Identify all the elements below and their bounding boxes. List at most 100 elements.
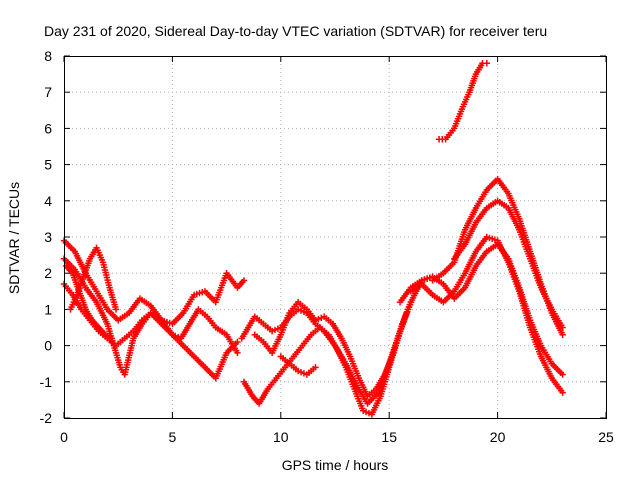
data-point-sample	[359, 405, 366, 412]
data-point-sample	[460, 272, 467, 279]
data-point-sample	[504, 256, 511, 264]
data-point-sample	[199, 362, 207, 369]
data-point-sample	[491, 236, 499, 243]
chart-title: Day 231 of 2020, Sidereal Day-to-day VTE…	[44, 23, 547, 39]
y-tick-label: 7	[44, 84, 52, 100]
data-point-sample	[406, 301, 414, 308]
data-point-sample	[178, 311, 185, 319]
data-point-sample	[98, 256, 106, 264]
data-point-sample	[503, 188, 511, 195]
series-trace-11	[407, 233, 566, 396]
series-trace-3	[60, 280, 241, 382]
data-point-sample	[449, 289, 456, 297]
data-point-sample	[449, 260, 456, 268]
series-trace-14	[435, 60, 490, 143]
data-point-sample	[72, 294, 80, 301]
data-point-sample	[258, 318, 265, 326]
data-point-sample	[81, 303, 89, 311]
data-point-sample	[558, 322, 565, 329]
data-point-sample	[536, 282, 544, 289]
data-point-sample	[332, 343, 340, 351]
data-point-sample	[297, 307, 305, 314]
data-point-sample	[276, 333, 283, 341]
series-trace-1	[60, 237, 248, 328]
data-point-sample	[536, 350, 544, 358]
data-point-sample	[67, 268, 75, 275]
data-point-sample	[460, 243, 467, 250]
data-point-sample	[526, 253, 533, 260]
data-point-sample	[482, 235, 489, 243]
y-tick-label: 8	[44, 48, 52, 64]
series-trace-5	[67, 244, 120, 313]
data-point-sample	[458, 105, 466, 113]
data-point-sample	[345, 350, 353, 358]
data-point-sample	[536, 340, 544, 347]
y-tick-label: 1	[44, 301, 52, 317]
x-tick-label: 25	[598, 429, 614, 445]
data-point-sample	[482, 206, 489, 214]
data-points	[60, 60, 566, 418]
data-point-sample	[515, 285, 522, 293]
grid	[64, 56, 606, 418]
data-point-sample	[370, 387, 378, 395]
data-point-sample	[514, 224, 522, 231]
data-point-sample	[112, 303, 119, 311]
data-point-sample	[210, 322, 218, 329]
data-point-sample	[471, 264, 479, 272]
y-tick-label: 3	[44, 229, 52, 245]
data-point-sample	[471, 207, 479, 214]
data-point-sample	[439, 136, 446, 143]
data-point-sample	[69, 246, 77, 253]
data-point-sample	[310, 314, 317, 322]
data-point-sample	[221, 330, 228, 337]
data-point-sample	[166, 319, 173, 327]
data-point-sample	[189, 351, 196, 358]
data-point-sample	[547, 358, 554, 365]
data-point-sample	[232, 340, 239, 347]
data-point-sample	[167, 329, 174, 337]
data-point-sample	[248, 391, 255, 398]
data-point-sample	[526, 321, 533, 329]
series-trace-8	[251, 298, 415, 400]
x-tick-label: 5	[169, 429, 177, 445]
data-point-sample	[137, 319, 144, 326]
x-tick-label: 10	[273, 429, 289, 445]
series-trace-9	[277, 353, 319, 378]
y-tick-label: 2	[44, 265, 52, 281]
data-point-sample	[449, 127, 456, 134]
plot-frame	[64, 56, 607, 419]
data-point-sample	[79, 275, 86, 283]
data-point-sample	[129, 337, 136, 344]
data-point-sample	[301, 304, 308, 311]
y-tick-label: 4	[44, 193, 52, 209]
data-point-sample	[427, 289, 434, 297]
data-point-sample	[100, 329, 107, 337]
y-tick-label: 0	[44, 338, 52, 354]
data-point-sample	[239, 279, 246, 286]
data-point-sample	[297, 368, 305, 376]
data-point-sample	[438, 271, 445, 278]
data-point-sample	[106, 333, 113, 341]
data-point-sample	[274, 325, 282, 332]
data-point-sample	[145, 301, 152, 308]
data-point-sample	[263, 387, 270, 395]
data-point-sample	[323, 329, 330, 337]
data-point-sample	[557, 369, 565, 376]
data-point-sample	[471, 73, 479, 80]
data-point-sample	[341, 361, 348, 369]
data-point-sample	[285, 312, 292, 319]
data-point-sample	[461, 228, 468, 236]
data-point-sample	[222, 351, 229, 359]
data-point-sample	[515, 213, 522, 220]
data-point-sample	[280, 366, 287, 373]
data-point-sample	[362, 408, 370, 416]
y-tick-label: 6	[44, 120, 52, 136]
y-tick-label: 5	[44, 157, 52, 173]
y-tick-label: -1	[40, 374, 53, 390]
data-point-sample	[119, 336, 126, 344]
data-point-sample	[156, 318, 163, 326]
data-point-sample	[232, 347, 240, 354]
x-axis-label: GPS time / hours	[282, 457, 389, 473]
data-point	[483, 60, 490, 67]
